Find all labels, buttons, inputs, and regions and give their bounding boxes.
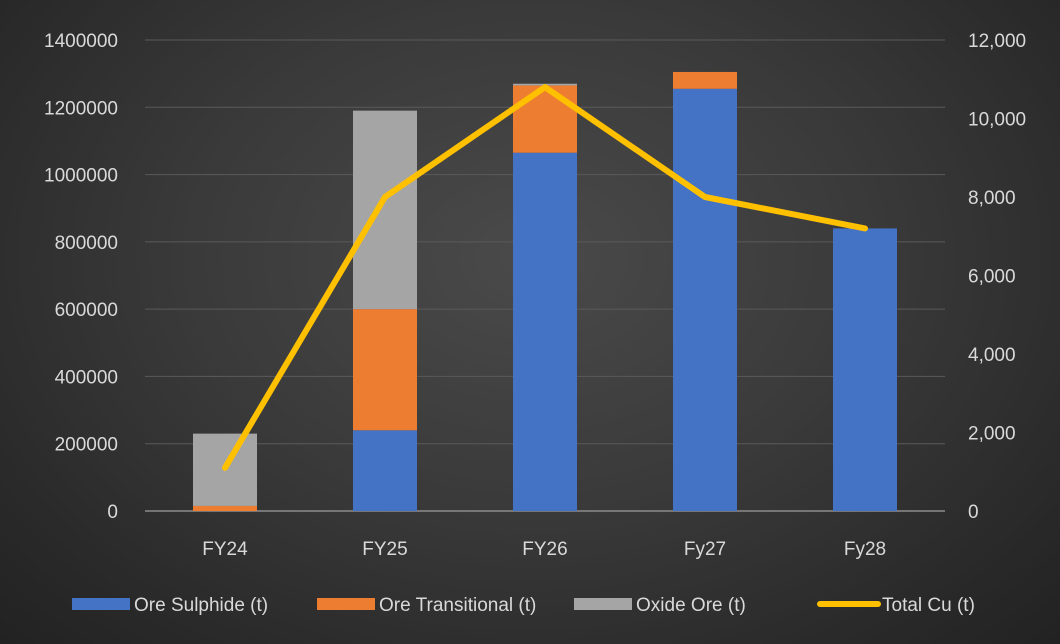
bar-segment: [353, 309, 417, 431]
left-tick-label: 0: [107, 502, 118, 523]
left-tick-label: 600000: [55, 300, 118, 321]
left-tick-label: 1000000: [44, 166, 118, 187]
right-tick-label: 4,000: [968, 345, 1016, 366]
right-tick-label: 6,000: [968, 267, 1016, 288]
left-tick-label: 400000: [55, 367, 118, 388]
bar-segment: [513, 85, 577, 153]
line-series: [222, 84, 868, 471]
left-tick-label: 200000: [55, 435, 118, 456]
bar-segment: [353, 110, 417, 310]
x-tick-label: FY24: [202, 539, 248, 560]
legend-label: Ore Transitional (t): [379, 595, 536, 616]
bar-segment: [673, 71, 737, 89]
bars: [193, 71, 897, 512]
left-tick-label: 1400000: [44, 31, 118, 52]
right-axis-ticks: 0 2,000 4,000 6,000 8,000 10,000 12,000: [968, 31, 1026, 523]
bar-segment: [833, 228, 897, 511]
bar-segment: [193, 505, 257, 511]
left-axis-ticks: 0 200000 400000 600000 800000 1000000 1200000 1…: [44, 31, 118, 523]
legend-label: Ore Sulphide (t): [134, 595, 268, 616]
bar-segment: [353, 430, 417, 511]
right-tick-label: 10,000: [968, 110, 1026, 131]
legend: Ore Sulphide (t) Ore Transitional (t) Oxid…: [72, 595, 975, 616]
legend-label: Total Cu (t): [882, 595, 975, 616]
legend-label: Oxide Ore (t): [636, 595, 746, 616]
x-tick-label: Fy28: [844, 539, 886, 560]
x-axis-ticks: FY24 FY25 FY26 Fy27 Fy28: [202, 539, 886, 560]
x-tick-label: FY25: [362, 539, 407, 560]
bar-segment: [673, 88, 737, 512]
right-tick-label: 8,000: [968, 188, 1016, 209]
x-tick-label: Fy27: [684, 539, 726, 560]
x-tick-label: FY26: [522, 539, 567, 560]
left-tick-label: 800000: [55, 233, 118, 254]
legend-swatch: [574, 598, 632, 610]
legend-swatch: [317, 598, 375, 610]
left-tick-label: 1200000: [44, 98, 118, 119]
legend-swatch: [72, 598, 130, 610]
right-tick-label: 12,000: [968, 31, 1026, 52]
right-tick-label: 2,000: [968, 424, 1016, 445]
bar-segment: [513, 152, 577, 512]
right-tick-label: 0: [968, 502, 979, 523]
